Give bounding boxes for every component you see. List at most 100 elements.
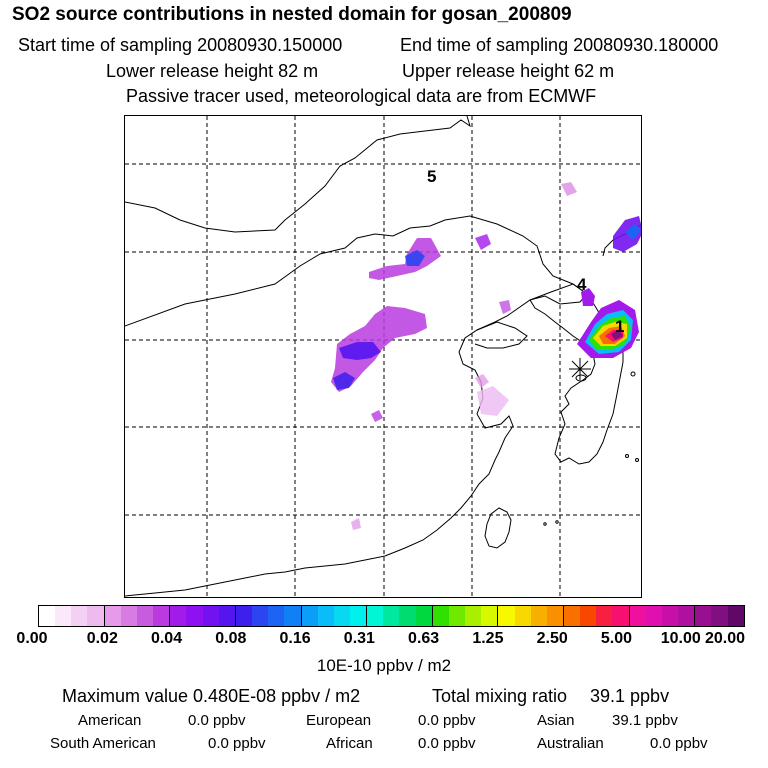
colorbar-swatch: [104, 606, 121, 626]
receptor-star-line-4: [571, 360, 589, 378]
plume-south-3: [371, 410, 383, 422]
colorbar-swatch: [301, 606, 318, 626]
colorbar-swatch: [333, 606, 350, 626]
colorbar-tick-label: 0.08: [215, 630, 247, 647]
islet-4: [543, 522, 547, 526]
islet-5: [555, 520, 559, 524]
map-panel: 5 4 1: [124, 115, 642, 598]
colorbar-swatch: [432, 606, 449, 626]
colorbar-swatch: [120, 606, 137, 626]
colorbar-swatch: [514, 606, 531, 626]
colorbar-tick-label: 20.00: [704, 630, 746, 647]
source-label-layer: 5 4 1: [427, 167, 624, 336]
colorbar-swatch: [727, 606, 744, 626]
colorbar-swatch: [252, 606, 269, 626]
plume-yellow-sea: [499, 300, 511, 314]
colorbar-swatch: [678, 606, 696, 626]
region-african-value: 0.0 ppbv: [418, 735, 476, 752]
colorbar-tick-label: 0.16: [279, 630, 311, 647]
plume-south-2: [477, 386, 509, 416]
plume-ne: [475, 234, 491, 250]
islet-1: [630, 371, 636, 377]
colorbar-swatch: [202, 606, 219, 626]
region-african-name: African: [326, 735, 373, 752]
colorbar-swatch: [481, 606, 499, 626]
colorbar-swatch: [711, 606, 728, 626]
colorbar-swatch: [136, 606, 154, 626]
colorbar-swatch: [317, 606, 334, 626]
colorbar-tick-label: 5.00: [600, 630, 633, 647]
colorbar-tick-label: 0.02: [86, 630, 118, 647]
colorbar-swatch: [153, 606, 171, 626]
plume-layer: [331, 182, 641, 530]
colorbar-swatch: [39, 606, 56, 626]
colorbar-swatch: [367, 606, 384, 626]
grid-layer: [125, 116, 641, 597]
colorbar-swatch: [465, 606, 482, 626]
colorbar-swatch: [170, 606, 187, 626]
colorbar-tick-label: 0.31: [343, 630, 375, 647]
colorbar-swatch: [661, 606, 679, 626]
colorbar-swatch: [349, 606, 368, 626]
upper-release-text: Upper release height 62 m: [402, 61, 615, 81]
region-european-value: 0.0 ppbv: [418, 712, 476, 729]
colorbar-swatch: [645, 606, 662, 626]
colorbar-tick-label: 0.04: [150, 630, 183, 647]
region-south-american-value: 0.0 ppbv: [208, 735, 266, 752]
colorbar-swatch: [530, 606, 547, 626]
plume-korea-core: [611, 330, 623, 340]
shandong-coastline: [474, 321, 528, 349]
start-sampling-text: Start time of sampling 20080930.150000: [18, 35, 343, 55]
region-european-name: European: [306, 712, 372, 729]
colorbar-swatch: [629, 606, 646, 626]
colorbar-tick-label: 2.50: [536, 630, 568, 647]
region-australian-value: 0.0 ppbv: [650, 735, 708, 752]
region-australian-name: Australian: [537, 735, 604, 752]
plume-ne-faint: [561, 182, 577, 196]
colorbar-swatch: [71, 606, 88, 626]
colorbar-swatch: [596, 606, 613, 626]
lower-release-text: Lower release height 82 m: [106, 61, 319, 81]
total-mixing-value: 39.1 ppbv: [590, 686, 670, 706]
region-asian-name: Asian: [537, 712, 575, 729]
map-svg: 5 4 1: [125, 116, 641, 597]
total-mixing-label: Total mixing ratio: [432, 686, 568, 706]
colorbar-swatch: [383, 606, 400, 626]
region-asian-value: 39.1 ppbv: [612, 712, 678, 729]
colorbar-swatch: [695, 606, 712, 626]
islet-2: [625, 454, 629, 458]
taiwan-coastline: [484, 507, 512, 549]
receptor-marker: [569, 358, 591, 380]
colorbar-swatch: [284, 606, 302, 626]
colorbar-swatch: [235, 606, 253, 626]
plot-title: SO2 source contributions in nested domai…: [12, 4, 572, 25]
colorbar-swatch: [564, 606, 581, 626]
colorbar: [38, 605, 745, 627]
colorbar-tick-label: 0.63: [408, 630, 440, 647]
plume-korea-north-core: [625, 224, 641, 240]
colorbar-swatch: [55, 606, 72, 626]
coastline-north: [125, 116, 471, 233]
islet-3: [635, 458, 639, 462]
region-american-name: American: [78, 712, 142, 729]
plume-south-1: [475, 374, 489, 388]
jeju-island: [575, 374, 587, 382]
colorbar-tick-label: 10.00: [660, 630, 701, 647]
max-value-text: Maximum value 0.480E-08 ppbv / m2: [62, 686, 361, 706]
colorbar-tick-label: 1.25: [472, 630, 504, 647]
source-label-1: 1: [615, 317, 624, 336]
source-label-5: 5: [427, 167, 436, 186]
colorbar-swatch: [580, 606, 597, 626]
colorbar-swatch: [399, 606, 416, 626]
colorbar-swatch: [448, 606, 466, 626]
tracer-note-text: Passive tracer used, meteorological data…: [126, 86, 597, 106]
colorbar-swatch: [612, 606, 630, 626]
colorbar-swatch: [546, 606, 564, 626]
colorbar-swatch: [415, 606, 433, 626]
colorbar-tick-label: 0.00: [16, 630, 48, 647]
plume-4: [581, 288, 595, 306]
source-label-4: 4: [577, 275, 587, 294]
colorbar-swatch: [87, 606, 105, 626]
china-coastline: [125, 215, 588, 597]
plume-south-4: [351, 518, 361, 530]
